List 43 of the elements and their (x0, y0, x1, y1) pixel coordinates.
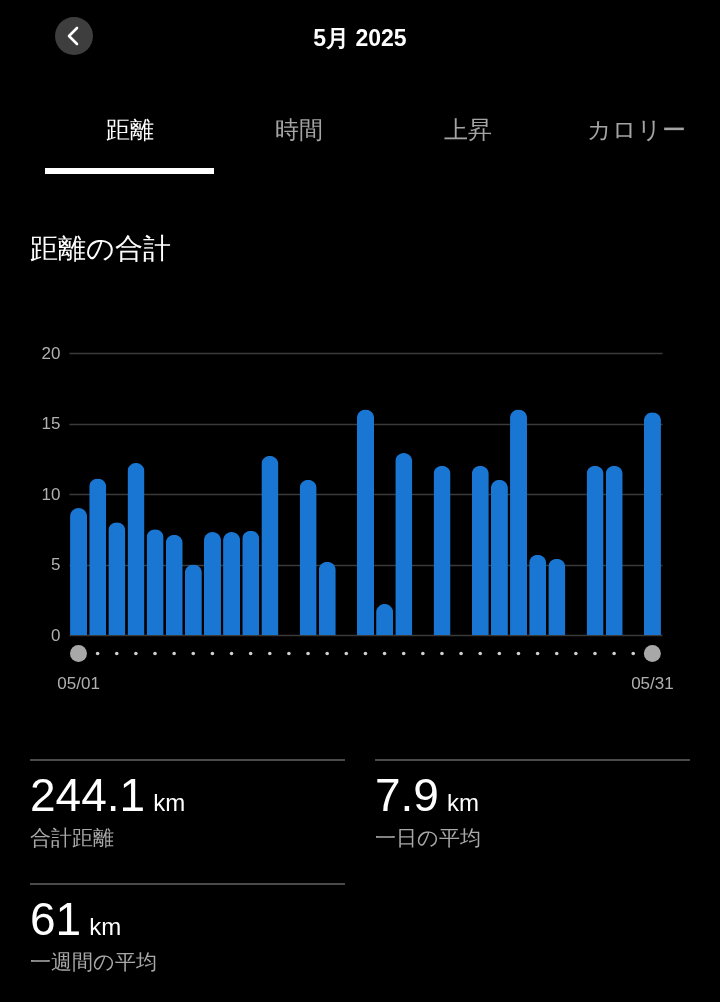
bar (510, 409, 528, 635)
bar (643, 412, 661, 635)
text: 244.1 km (30, 769, 186, 821)
bar (586, 465, 604, 635)
y-tick-label: 15 (41, 414, 61, 433)
y-tick-label: 0 (51, 625, 61, 645)
text: 合計距離 (30, 825, 114, 851)
bar (165, 534, 183, 635)
text: 上昇 (442, 115, 493, 145)
bar (529, 554, 547, 635)
x-tick-label: 05/01 (57, 673, 100, 693)
text: 距離 (104, 115, 155, 145)
text: 61 km (30, 893, 122, 945)
y-tick-label: 20 (41, 343, 61, 363)
bar (70, 508, 88, 635)
text: 一週間の平均 (30, 949, 157, 975)
bar (605, 465, 623, 635)
bar (203, 532, 221, 635)
bar (395, 453, 413, 635)
bar (223, 532, 241, 635)
bar (89, 478, 107, 635)
y-tick-label: 5 (51, 555, 61, 574)
bar (184, 564, 202, 635)
x-tick-label: 05/31 (631, 673, 674, 693)
bar (127, 462, 145, 635)
bar (356, 409, 375, 635)
chart-title: 距離の合計 (30, 233, 171, 264)
text: 時間 (273, 115, 324, 145)
y-tick-label: 10 (41, 484, 61, 504)
bar (242, 530, 260, 635)
bar (471, 465, 489, 635)
bar (108, 522, 126, 635)
bar (299, 479, 317, 635)
text: 7.9 km (375, 769, 479, 821)
bar (433, 465, 451, 635)
bar (261, 455, 279, 635)
bar (490, 479, 508, 635)
text: 5月 2025 (312, 24, 408, 53)
text: カロリー (586, 115, 687, 145)
text: 一日の平均 (375, 825, 481, 851)
bar (548, 558, 566, 635)
bar (318, 561, 336, 635)
bar (146, 529, 164, 635)
